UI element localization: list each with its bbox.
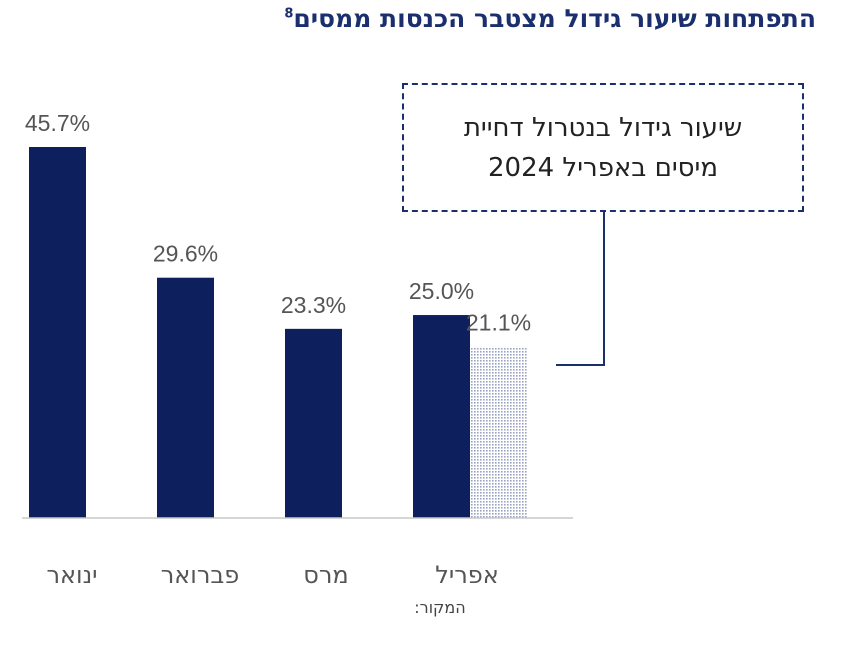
bar-cumulative-growth (285, 328, 342, 518)
bar-adjusted-growth (470, 346, 527, 518)
source-label: המקור: (414, 598, 466, 617)
chart-title-text: התפתחות שיעור גידול מצטבר הכנסות ממסים (293, 4, 816, 33)
category-label: מרס (303, 561, 348, 589)
bar-value-label: 21.1% (466, 310, 531, 336)
bar-cumulative-growth (29, 147, 86, 518)
callout-connector (556, 212, 605, 366)
bar-value-label: 23.3% (281, 292, 346, 318)
bar-value-label: 25.0% (409, 278, 474, 304)
bar-cumulative-growth (157, 277, 214, 518)
category-label: ינואר (46, 561, 97, 589)
bar-value-label: 29.6% (153, 241, 218, 267)
bar-cumulative-growth (413, 315, 470, 518)
category-label: אפריל (435, 561, 499, 589)
callout-box: שיעור גידול בנטרול דחיית מיסים באפריל 20… (402, 83, 804, 212)
category-label: פברואר (161, 561, 240, 589)
callout-line-1: שיעור גידול בנטרול דחיית (463, 112, 743, 143)
bars-layer: ינואר פברואר מרס אפריל 45.7% 29.6% 23.3% 25.0% 2… (25, 110, 531, 589)
chart-title: התפתחות שיעור גידול מצטבר הכנסות ממסים8 (36, 4, 816, 33)
bar-value-label: 45.7% (25, 110, 90, 136)
callout-line-2: מיסים באפריל 2024 (487, 152, 719, 183)
footnote-marker: 8 (284, 6, 294, 22)
